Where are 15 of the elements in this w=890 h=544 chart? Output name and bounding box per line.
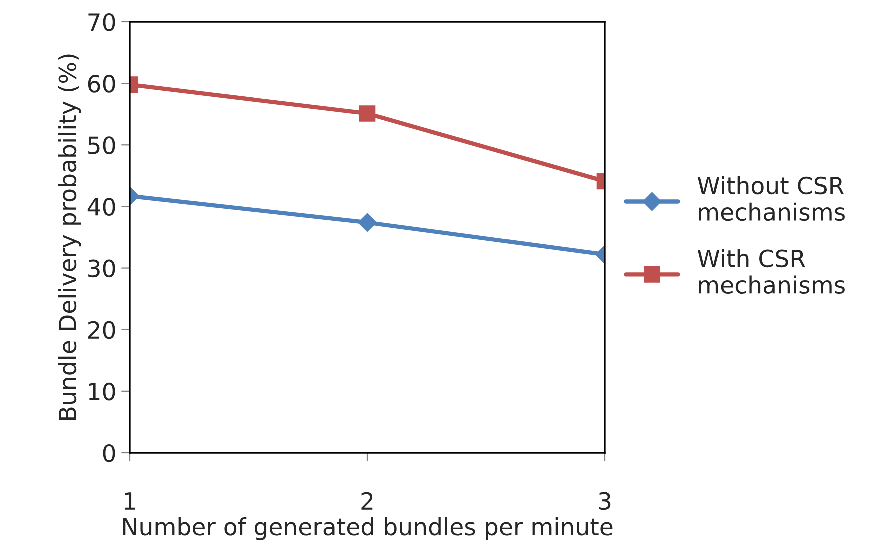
legend-label: With CSR mechanisms — [698, 249, 845, 294]
y-tick-label: 40 — [88, 198, 116, 216]
x-tick-label: 1 — [125, 492, 136, 510]
y-tick-label: 10 — [89, 382, 116, 401]
x-axis-title: Number of generated bundles per minute — [123, 518, 613, 540]
y-tick-label: 70 — [88, 13, 116, 32]
legend-label: Without CSR mechanisms — [698, 176, 845, 222]
y-tick-label: 30 — [88, 260, 116, 278]
y-tick-label: 0 — [103, 444, 116, 462]
y-tick-label: 50 — [88, 136, 116, 154]
y-axis-title: Bundle Delivery probability (%) — [58, 54, 82, 420]
y-tick-label: 20 — [88, 321, 116, 340]
x-tick-label: 3 — [599, 492, 611, 510]
y-tick-label: 60 — [88, 75, 116, 93]
x-tick-label: 2 — [362, 492, 373, 510]
